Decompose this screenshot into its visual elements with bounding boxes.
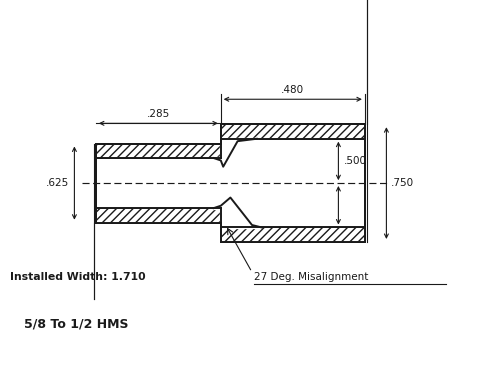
Text: .285: .285 <box>147 109 170 119</box>
Polygon shape <box>221 124 365 139</box>
Text: 27 Deg. Misalignment: 27 Deg. Misalignment <box>254 272 369 282</box>
Text: .750: .750 <box>391 178 414 188</box>
Polygon shape <box>96 144 221 158</box>
Text: .480: .480 <box>281 85 304 95</box>
Polygon shape <box>221 227 365 242</box>
Polygon shape <box>96 208 221 223</box>
Text: Installed Width: 1.710: Installed Width: 1.710 <box>10 272 145 282</box>
Polygon shape <box>96 124 365 242</box>
Text: .500: .500 <box>344 156 367 166</box>
Text: 5/8 To 1/2 HMS: 5/8 To 1/2 HMS <box>24 317 129 330</box>
Text: .625: .625 <box>47 178 70 188</box>
